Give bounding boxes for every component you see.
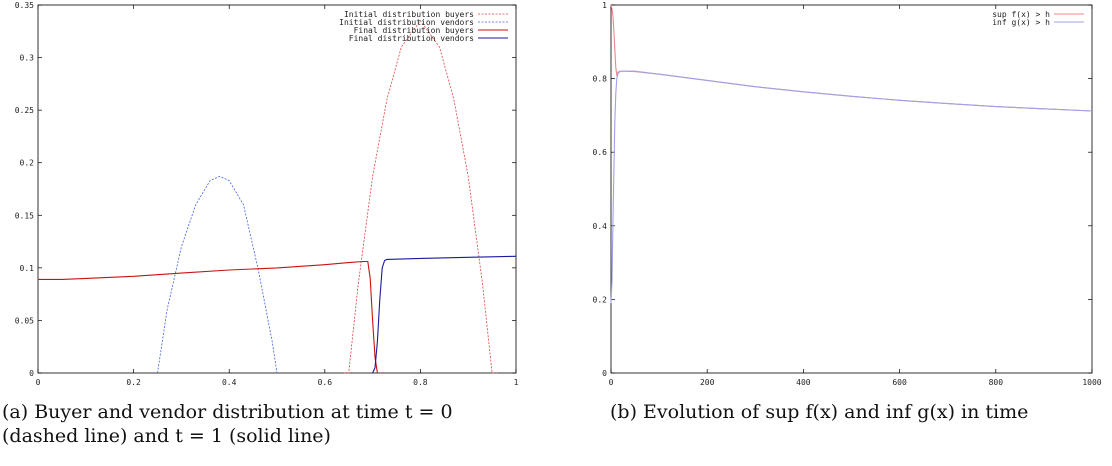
y-tick-label: 0.25 bbox=[15, 106, 34, 115]
y-tick-label: 0.1 bbox=[20, 264, 35, 273]
legend-label: Final distribution buyers bbox=[354, 26, 475, 35]
y-tick-label: 0.6 bbox=[593, 148, 608, 157]
y-tick-label: 0.8 bbox=[593, 75, 608, 84]
legend-label: Initial distribution vendors bbox=[339, 18, 474, 27]
y-tick-label: 0 bbox=[602, 369, 607, 378]
caption-b-line1: (b) Evolution of sup f(x) and inf g(x) i… bbox=[610, 401, 1029, 423]
x-tick-label: 800 bbox=[989, 378, 1004, 387]
x-tick-label: 0.2 bbox=[126, 378, 141, 387]
plot-frame bbox=[37, 4, 517, 374]
x-tick-label: 1000 bbox=[1082, 378, 1101, 387]
y-tick-label: 0.4 bbox=[593, 222, 608, 231]
caption-a-line1: (a) Buyer and vendor distribution at tim… bbox=[2, 401, 453, 423]
caption-a: (a) Buyer and vendor distribution at tim… bbox=[2, 400, 538, 448]
y-tick-label: 0.35 bbox=[15, 1, 34, 10]
caption-a-line2: (dashed line) and t = 1 (solid line) bbox=[2, 425, 331, 447]
legend-label: Initial distribution buyers bbox=[344, 10, 474, 19]
chart-panel-b: 0 200 400 600 800 1000 0 0.2 0.4 0.6 0.8 1 sup f(x) … bbox=[560, 0, 1112, 466]
y-tick-label: 0.2 bbox=[593, 295, 608, 304]
x-tick-label: 200 bbox=[700, 378, 715, 387]
legend-label: Final distribution vendors bbox=[349, 34, 474, 43]
y-tick-label: 0.05 bbox=[15, 316, 34, 325]
x-tick-label: 0.4 bbox=[222, 378, 237, 387]
series-line-2 bbox=[610, 70, 1093, 304]
chart-panel-a: 0 0.2 0.4 0.6 0.8 1 0 0.05 0.1 0.15 0.2 0.25 0.3 0.35… bbox=[0, 0, 540, 466]
x-tick-label: 600 bbox=[892, 378, 907, 387]
plot-frame bbox=[610, 4, 1093, 374]
chart-a: 0 0.2 0.4 0.6 0.8 1 0 0.05 0.1 0.15 0.2 0.25 0.3 0.35… bbox=[15, 1, 519, 387]
legend-label: sup f(x) > h bbox=[992, 10, 1050, 19]
x-tick-label: 0 bbox=[609, 378, 614, 387]
y-tick-label: 0.3 bbox=[20, 54, 35, 63]
chart-b: 0 200 400 600 800 1000 0 0.2 0.4 0.6 0.8 1 sup f(x) … bbox=[593, 1, 1102, 387]
series-line-3 bbox=[38, 260, 378, 374]
series-line-1 bbox=[343, 20, 497, 374]
series-line-2 bbox=[157, 175, 278, 374]
x-tick-label: 0.8 bbox=[413, 378, 428, 387]
y-tick-label: 1 bbox=[602, 1, 607, 10]
y-tick-label: 0.15 bbox=[15, 211, 34, 220]
x-tick-label: 1 bbox=[514, 378, 519, 387]
series-line-4 bbox=[372, 255, 517, 374]
caption-b: (b) Evolution of sup f(x) and inf g(x) i… bbox=[610, 400, 1110, 424]
y-tick-label: 0 bbox=[29, 369, 34, 378]
x-tick-label: 0 bbox=[36, 378, 41, 387]
y-tick-label: 0.2 bbox=[20, 159, 35, 168]
x-tick-label: 0.6 bbox=[318, 378, 333, 387]
legend-label: inf g(x) > h bbox=[992, 18, 1050, 27]
x-tick-label: 400 bbox=[796, 378, 811, 387]
